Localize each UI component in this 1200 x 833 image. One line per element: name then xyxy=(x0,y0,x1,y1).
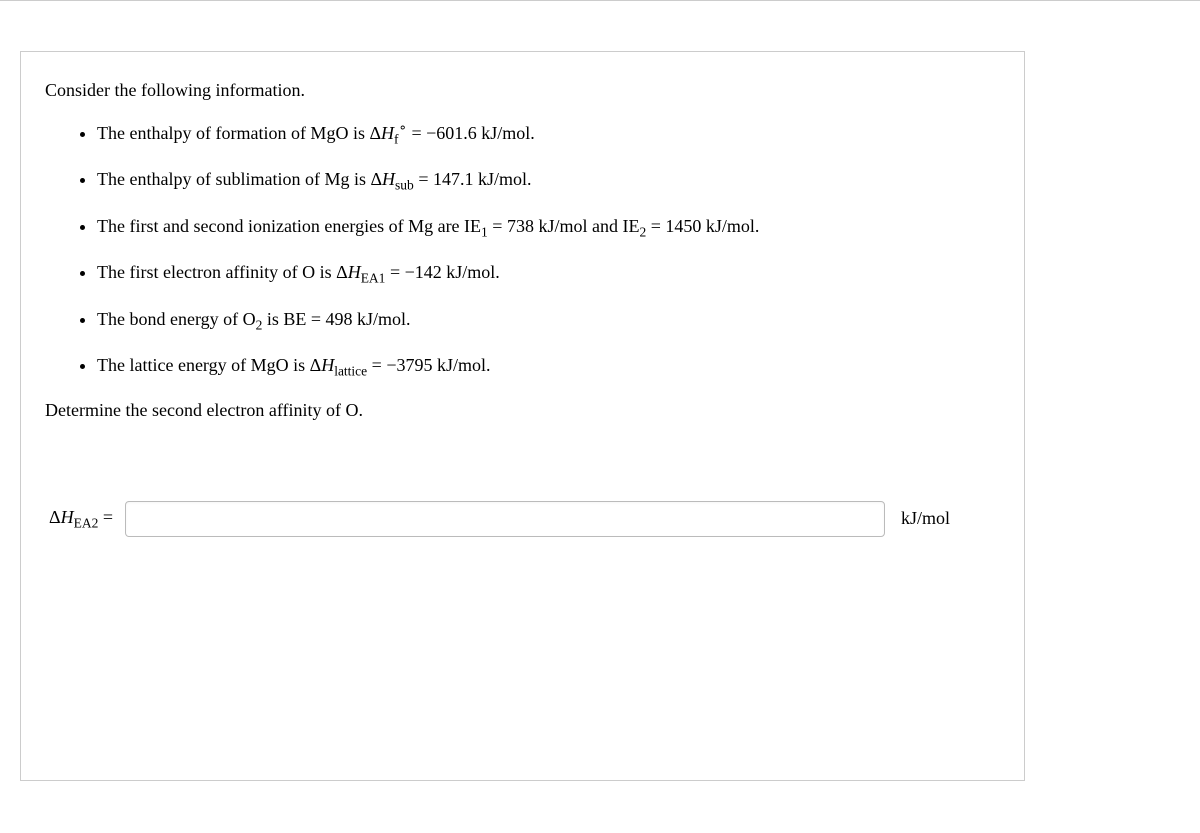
intro-text: Consider the following information. xyxy=(45,80,1000,101)
list-item: The first and second ionization energies… xyxy=(97,214,1000,242)
answer-label: ΔHEA2 = xyxy=(49,507,113,532)
given-data-list: The enthalpy of formation of MgO is ΔHf∘… xyxy=(45,119,1000,382)
list-item: The lattice energy of MgO is ΔHlattice =… xyxy=(97,353,1000,381)
answer-row: ΔHEA2 = kJ/mol xyxy=(49,501,1000,537)
answer-unit: kJ/mol xyxy=(901,508,950,529)
list-item: The enthalpy of sublimation of Mg is ΔHs… xyxy=(97,167,1000,195)
question-card: Consider the following information. The … xyxy=(20,51,1025,781)
list-item: The enthalpy of formation of MgO is ΔHf∘… xyxy=(97,119,1000,149)
prompt-text: Determine the second electron affinity o… xyxy=(45,400,1000,421)
list-item: The first electron affinity of O is ΔHEA… xyxy=(97,260,1000,288)
answer-input[interactable] xyxy=(125,501,885,537)
top-tab-border xyxy=(0,0,1200,1)
page-wrap: Consider the following information. The … xyxy=(0,1,1200,791)
list-item: The bond energy of O2 is BE = 498 kJ/mol… xyxy=(97,307,1000,335)
